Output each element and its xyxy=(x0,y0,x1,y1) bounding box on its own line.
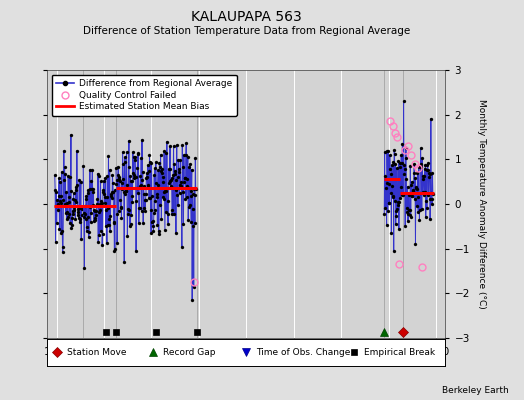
Y-axis label: Monthly Temperature Anomaly Difference (°C): Monthly Temperature Anomaly Difference (… xyxy=(477,99,486,309)
Text: KALAUPAPA 563: KALAUPAPA 563 xyxy=(191,10,302,24)
Text: Station Move: Station Move xyxy=(67,348,127,357)
Text: Empirical Break: Empirical Break xyxy=(364,348,435,357)
Legend: Difference from Regional Average, Quality Control Failed, Estimated Station Mean: Difference from Regional Average, Qualit… xyxy=(52,74,236,116)
Text: Berkeley Earth: Berkeley Earth xyxy=(442,386,508,395)
Text: Time of Obs. Change: Time of Obs. Change xyxy=(256,348,351,357)
Text: Difference of Station Temperature Data from Regional Average: Difference of Station Temperature Data f… xyxy=(83,26,410,36)
Text: Record Gap: Record Gap xyxy=(162,348,215,357)
